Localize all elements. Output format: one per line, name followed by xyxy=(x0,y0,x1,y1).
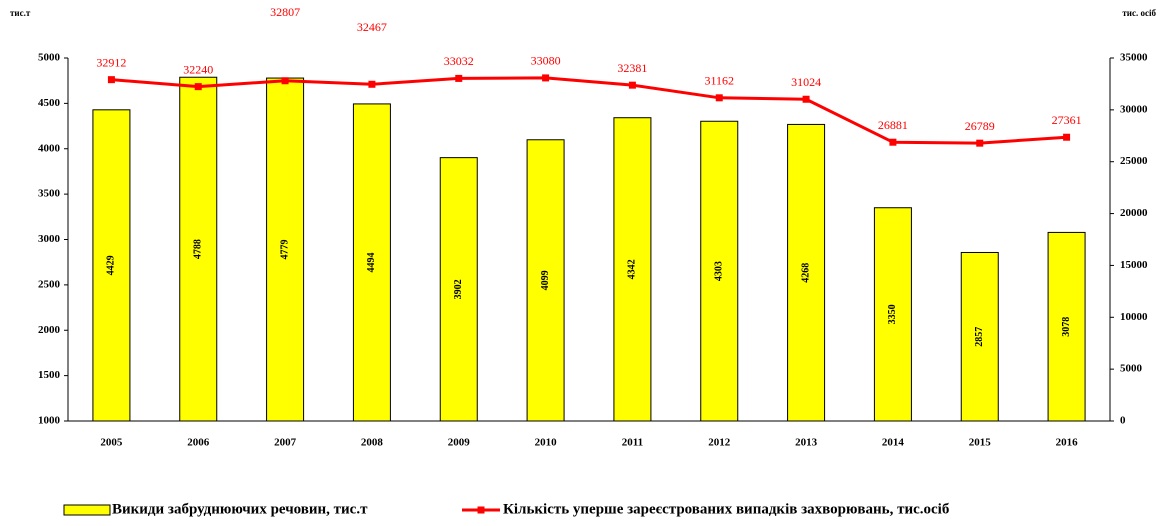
line-marker xyxy=(1063,133,1071,141)
line-value-label: 31162 xyxy=(704,74,734,88)
line-marker xyxy=(889,138,897,146)
y-tick-label: 2500 xyxy=(38,278,61,290)
y-tick-label: 2000 xyxy=(38,324,61,336)
y2-tick-label: 35000 xyxy=(1120,52,1148,64)
bar-value-label: 3902 xyxy=(453,279,464,299)
y2-tick-label: 15000 xyxy=(1120,259,1148,271)
line-value-label: 33032 xyxy=(444,54,474,68)
line-marker xyxy=(802,95,810,103)
bar-value-label: 2857 xyxy=(974,327,985,347)
bar-value-label: 3078 xyxy=(1061,317,1072,337)
bar-value-label: 4788 xyxy=(193,239,204,259)
x-tick-label: 2007 xyxy=(274,437,297,449)
line-marker xyxy=(107,76,115,84)
bar-value-label: 4429 xyxy=(106,255,117,275)
line-value-label: 27361 xyxy=(1052,113,1082,127)
line-marker xyxy=(281,77,289,85)
bar xyxy=(179,76,218,422)
bar-value-label: 4342 xyxy=(627,259,638,279)
legend-label: Викиди забруднюючих речовин, тис.т xyxy=(112,501,368,517)
bar xyxy=(787,123,826,422)
line-marker xyxy=(368,80,376,88)
line-value-label: 32467 xyxy=(357,20,387,34)
x-tick-label: 2010 xyxy=(535,437,558,449)
y-tick-label: 3500 xyxy=(38,188,61,200)
y-tick-label: 3000 xyxy=(38,233,61,245)
bar xyxy=(266,77,305,422)
y2-tick-label: 25000 xyxy=(1120,155,1148,167)
line-marker xyxy=(542,74,550,82)
x-tick-label: 2016 xyxy=(1056,437,1079,449)
legend-swatch xyxy=(477,506,485,514)
bar xyxy=(92,109,131,422)
bar xyxy=(613,117,652,422)
legend-label: Кількість уперше зареєстрованих випадків… xyxy=(503,501,949,517)
bar-value-label: 4494 xyxy=(366,252,377,272)
bar xyxy=(352,103,391,422)
y2-axis-label: тис. осіб xyxy=(1122,8,1156,18)
x-tick-label: 2011 xyxy=(622,437,643,449)
y-axis-label: тис.т xyxy=(10,8,31,18)
bar-value-label: 4268 xyxy=(800,263,811,283)
x-tick-label: 2013 xyxy=(795,437,818,449)
y2-tick-label: 30000 xyxy=(1120,103,1148,115)
bar-value-label: 3350 xyxy=(887,304,898,324)
y2-tick-label: 20000 xyxy=(1120,207,1148,219)
bar xyxy=(439,157,478,422)
bar-value-label: 4303 xyxy=(714,261,725,281)
y-tick-label: 5000 xyxy=(38,52,61,64)
x-tick-label: 2006 xyxy=(187,437,210,449)
line-value-label: 26789 xyxy=(965,119,995,133)
y2-tick-label: 5000 xyxy=(1120,363,1143,375)
bar xyxy=(700,120,739,422)
y2-tick-label: 0 xyxy=(1120,415,1126,427)
line-marker xyxy=(194,83,202,91)
line-marker xyxy=(628,81,636,89)
y-tick-label: 1500 xyxy=(38,369,61,381)
line-value-label: 32807 xyxy=(270,5,300,19)
x-tick-label: 2009 xyxy=(448,437,471,449)
bar xyxy=(960,251,999,422)
line-value-label: 33080 xyxy=(531,54,561,68)
line-marker xyxy=(976,139,984,147)
bar-value-label: 4099 xyxy=(540,270,551,290)
line-value-label: 32240 xyxy=(183,62,213,76)
bar xyxy=(526,139,565,422)
line-marker xyxy=(715,94,723,102)
legend-swatch xyxy=(63,504,111,516)
x-tick-label: 2005 xyxy=(100,437,123,449)
x-tick-label: 2014 xyxy=(882,437,905,449)
bar-value-label: 4779 xyxy=(279,240,290,260)
line-value-label: 26881 xyxy=(878,118,908,132)
y2-tick-label: 10000 xyxy=(1120,311,1148,323)
line-value-label: 31024 xyxy=(791,75,821,89)
x-tick-label: 2012 xyxy=(708,437,731,449)
line-marker xyxy=(455,74,463,82)
y-tick-label: 4500 xyxy=(38,97,61,109)
y-tick-label: 1000 xyxy=(38,415,61,427)
line-value-label: 32381 xyxy=(617,61,647,75)
x-tick-label: 2015 xyxy=(969,437,992,449)
bar xyxy=(873,207,912,422)
x-tick-label: 2008 xyxy=(361,437,384,449)
line-value-label: 32912 xyxy=(96,55,126,69)
y-tick-label: 4000 xyxy=(38,142,61,154)
bar xyxy=(1047,231,1086,422)
line xyxy=(111,76,1067,145)
